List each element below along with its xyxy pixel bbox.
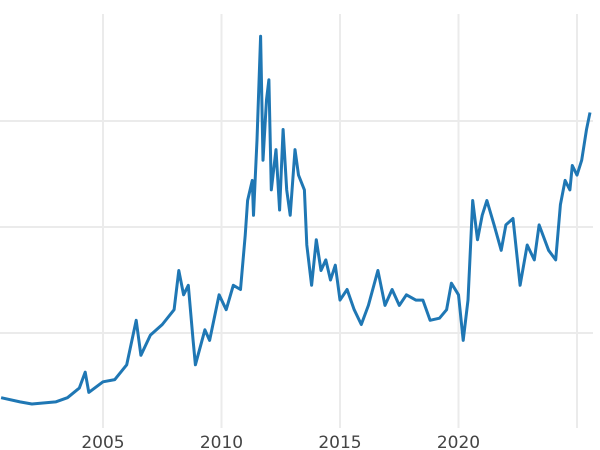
series-line (0, 34, 592, 406)
x-tick-label: 2015 (318, 433, 361, 450)
x-tick-label: 2005 (81, 433, 124, 450)
gridlines (0, 14, 593, 428)
x-tick-label: 2010 (200, 433, 243, 450)
x-axis-ticks: 2005 2010 2015 2020 (81, 433, 480, 450)
x-tick-label: 2020 (437, 433, 480, 450)
